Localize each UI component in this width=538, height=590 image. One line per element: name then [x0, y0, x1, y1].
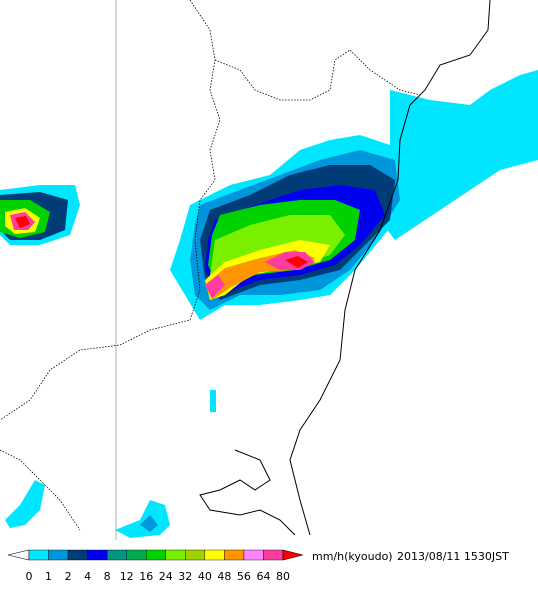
legend-swatch: [243, 549, 264, 561]
legend-swatch: [146, 549, 166, 561]
legend-arrow-high: [282, 549, 304, 561]
legend-swatch: [126, 549, 147, 561]
legend-level-label: 1: [45, 570, 52, 583]
legend-level-label: 8: [104, 570, 111, 583]
legend-swatch: [263, 549, 284, 561]
legend-unit: mm/h(kyoudo): [312, 550, 393, 563]
rain-echo: [0, 70, 538, 538]
legend-level-label: 48: [217, 570, 231, 583]
legend-level-label: 80: [276, 570, 290, 583]
legend-level-label: 24: [159, 570, 173, 583]
legend-level-label: 4: [84, 570, 91, 583]
legend-swatch: [106, 549, 127, 561]
legend-swatch: [165, 549, 186, 561]
legend-swatch: [224, 549, 245, 561]
legend-level-label: 0: [26, 570, 33, 583]
legend-swatch: [204, 549, 225, 561]
legend-swatch: [185, 549, 206, 561]
legend-level-label: 32: [178, 570, 192, 583]
legend-swatch: [48, 549, 69, 561]
timestamp: 2013/08/11 1530JST: [397, 550, 509, 563]
legend-level-label: 2: [65, 570, 72, 583]
legend-level-label: 40: [198, 570, 212, 583]
legend-level-label: 12: [120, 570, 134, 583]
legend-swatch: [87, 549, 108, 561]
legend-level-label: 64: [256, 570, 270, 583]
legend-swatch: [28, 549, 49, 561]
colorbar: 0 1 2 4 8 12 16 24 32 40 48 56 64 80: [7, 549, 304, 583]
legend-swatch: [67, 549, 88, 561]
boundaries: [0, 0, 491, 540]
legend-level-label: 16: [139, 570, 153, 583]
legend-arrow-low: [7, 549, 30, 561]
legend-level-label: 56: [237, 570, 251, 583]
